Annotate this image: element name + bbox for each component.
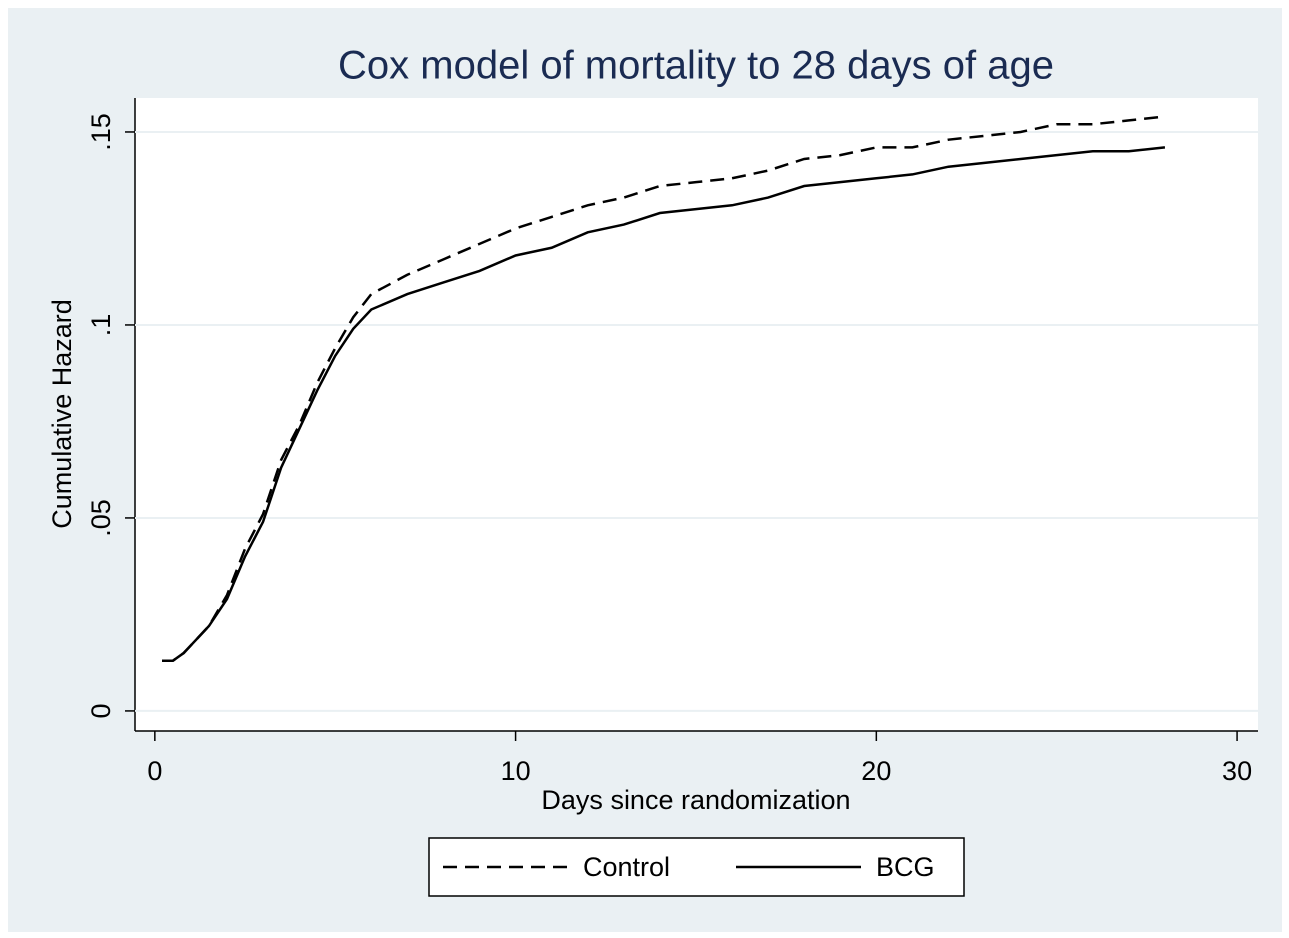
- y-tick-label: .1: [86, 314, 116, 337]
- x-axis-label: Days since randomization: [541, 785, 850, 815]
- y-tick-label: .05: [86, 499, 116, 537]
- y-tick-label: 0: [86, 703, 116, 718]
- chart-title: Cox model of mortality to 28 days of age: [338, 44, 1054, 88]
- line-series: [162, 146, 1166, 663]
- x-tick-label: 20: [861, 756, 891, 786]
- legend-label: BCG: [876, 852, 935, 882]
- plot-area: [135, 98, 1258, 731]
- y-axis-label: Cumulative Hazard: [47, 299, 77, 529]
- y-tick-label: .15: [86, 113, 116, 151]
- line-series: [162, 115, 1166, 663]
- x-tick-label: 0: [147, 756, 162, 786]
- legend-label: Control: [583, 852, 670, 882]
- x-tick-label: 10: [501, 756, 531, 786]
- x-tick-label: 30: [1222, 756, 1252, 786]
